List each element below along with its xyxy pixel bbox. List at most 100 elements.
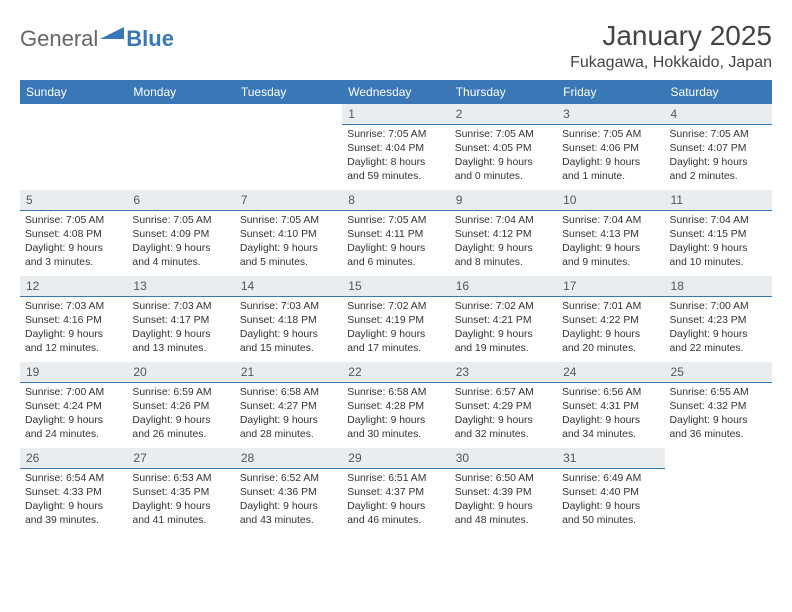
day-details: Sunrise: 7:05 AMSunset: 4:10 PMDaylight:… [235, 211, 342, 274]
calendar-day-cell: 6Sunrise: 7:05 AMSunset: 4:09 PMDaylight… [127, 190, 234, 276]
day-number: 12 [20, 276, 127, 297]
sunrise-line: Sunrise: 7:05 AM [455, 128, 552, 142]
sunset-line: Sunset: 4:37 PM [347, 486, 444, 500]
daylight-line: Daylight: 9 hours and 30 minutes. [347, 414, 444, 442]
calendar-day-cell: 2Sunrise: 7:05 AMSunset: 4:05 PMDaylight… [450, 104, 557, 190]
sunset-line: Sunset: 4:24 PM [25, 400, 122, 414]
day-number: 6 [127, 190, 234, 211]
sunset-line: Sunset: 4:31 PM [562, 400, 659, 414]
day-details: Sunrise: 6:49 AMSunset: 4:40 PMDaylight:… [557, 469, 664, 532]
day-details: Sunrise: 6:53 AMSunset: 4:35 PMDaylight:… [127, 469, 234, 532]
sunset-line: Sunset: 4:35 PM [132, 486, 229, 500]
day-details: Sunrise: 7:05 AMSunset: 4:11 PMDaylight:… [342, 211, 449, 274]
calendar-day-cell: 9Sunrise: 7:04 AMSunset: 4:12 PMDaylight… [450, 190, 557, 276]
sunrise-line: Sunrise: 7:00 AM [670, 300, 767, 314]
calendar-day-cell: 20Sunrise: 6:59 AMSunset: 4:26 PMDayligh… [127, 362, 234, 448]
weekday-header: Sunday [20, 80, 127, 104]
brand-logo: General Blue [20, 26, 174, 52]
sunrise-line: Sunrise: 6:56 AM [562, 386, 659, 400]
day-details: Sunrise: 7:05 AMSunset: 4:05 PMDaylight:… [450, 125, 557, 188]
day-wrapper: 29Sunrise: 6:51 AMSunset: 4:37 PMDayligh… [342, 448, 449, 534]
calendar-day-cell: 1Sunrise: 7:05 AMSunset: 4:04 PMDaylight… [342, 104, 449, 190]
calendar-day-cell: 15Sunrise: 7:02 AMSunset: 4:19 PMDayligh… [342, 276, 449, 362]
page-title: January 2025 [570, 20, 772, 52]
sunrise-line: Sunrise: 7:04 AM [562, 214, 659, 228]
calendar-day-cell: 24Sunrise: 6:56 AMSunset: 4:31 PMDayligh… [557, 362, 664, 448]
weekday-header: Tuesday [235, 80, 342, 104]
day-wrapper: 19Sunrise: 7:00 AMSunset: 4:24 PMDayligh… [20, 362, 127, 448]
sunrise-line: Sunrise: 6:53 AM [132, 472, 229, 486]
day-wrapper: 25Sunrise: 6:55 AMSunset: 4:32 PMDayligh… [665, 362, 772, 448]
sunset-line: Sunset: 4:17 PM [132, 314, 229, 328]
day-number: 18 [665, 276, 772, 297]
daylight-line: Daylight: 9 hours and 22 minutes. [670, 328, 767, 356]
day-number: 8 [342, 190, 449, 211]
daylight-line: Daylight: 9 hours and 36 minutes. [670, 414, 767, 442]
sunrise-line: Sunrise: 7:03 AM [132, 300, 229, 314]
day-wrapper: 12Sunrise: 7:03 AMSunset: 4:16 PMDayligh… [20, 276, 127, 362]
daylight-line: Daylight: 9 hours and 9 minutes. [562, 242, 659, 270]
day-wrapper: 14Sunrise: 7:03 AMSunset: 4:18 PMDayligh… [235, 276, 342, 362]
sunset-line: Sunset: 4:19 PM [347, 314, 444, 328]
page-subtitle: Fukagawa, Hokkaido, Japan [570, 54, 772, 72]
daylight-line: Daylight: 9 hours and 32 minutes. [455, 414, 552, 442]
brand-part2: Blue [126, 26, 174, 52]
sunrise-line: Sunrise: 7:03 AM [25, 300, 122, 314]
sunset-line: Sunset: 4:32 PM [670, 400, 767, 414]
sunset-line: Sunset: 4:28 PM [347, 400, 444, 414]
day-wrapper: 27Sunrise: 6:53 AMSunset: 4:35 PMDayligh… [127, 448, 234, 534]
weekday-header: Monday [127, 80, 234, 104]
calendar-day-cell: 26Sunrise: 6:54 AMSunset: 4:33 PMDayligh… [20, 448, 127, 534]
day-number: 13 [127, 276, 234, 297]
daylight-line: Daylight: 9 hours and 41 minutes. [132, 500, 229, 528]
day-number: 31 [557, 448, 664, 469]
day-number: 9 [450, 190, 557, 211]
day-details: Sunrise: 7:00 AMSunset: 4:23 PMDaylight:… [665, 297, 772, 360]
calendar-day-cell: 27Sunrise: 6:53 AMSunset: 4:35 PMDayligh… [127, 448, 234, 534]
calendar-week-row: 5Sunrise: 7:05 AMSunset: 4:08 PMDaylight… [20, 190, 772, 276]
logo-triangle-icon [100, 23, 124, 39]
day-wrapper: 8Sunrise: 7:05 AMSunset: 4:11 PMDaylight… [342, 190, 449, 276]
sunset-line: Sunset: 4:13 PM [562, 228, 659, 242]
daylight-line: Daylight: 9 hours and 20 minutes. [562, 328, 659, 356]
day-details: Sunrise: 7:05 AMSunset: 4:08 PMDaylight:… [20, 211, 127, 274]
daylight-line: Daylight: 9 hours and 50 minutes. [562, 500, 659, 528]
day-details: Sunrise: 6:52 AMSunset: 4:36 PMDaylight:… [235, 469, 342, 532]
daylight-line: Daylight: 9 hours and 1 minute. [562, 156, 659, 184]
day-details: Sunrise: 7:01 AMSunset: 4:22 PMDaylight:… [557, 297, 664, 360]
sunset-line: Sunset: 4:09 PM [132, 228, 229, 242]
sunrise-line: Sunrise: 6:57 AM [455, 386, 552, 400]
sunrise-line: Sunrise: 6:58 AM [347, 386, 444, 400]
calendar-day-cell: 19Sunrise: 7:00 AMSunset: 4:24 PMDayligh… [20, 362, 127, 448]
sunrise-line: Sunrise: 7:05 AM [132, 214, 229, 228]
sunrise-line: Sunrise: 6:50 AM [455, 472, 552, 486]
calendar-day-cell: 23Sunrise: 6:57 AMSunset: 4:29 PMDayligh… [450, 362, 557, 448]
day-number: 21 [235, 362, 342, 383]
day-details: Sunrise: 7:04 AMSunset: 4:12 PMDaylight:… [450, 211, 557, 274]
daylight-line: Daylight: 9 hours and 28 minutes. [240, 414, 337, 442]
day-wrapper: 15Sunrise: 7:02 AMSunset: 4:19 PMDayligh… [342, 276, 449, 362]
sunset-line: Sunset: 4:07 PM [670, 142, 767, 156]
day-wrapper: 13Sunrise: 7:03 AMSunset: 4:17 PMDayligh… [127, 276, 234, 362]
day-wrapper: 10Sunrise: 7:04 AMSunset: 4:13 PMDayligh… [557, 190, 664, 276]
day-number: 25 [665, 362, 772, 383]
sunrise-line: Sunrise: 7:03 AM [240, 300, 337, 314]
calendar-day-cell [665, 448, 772, 534]
daylight-line: Daylight: 9 hours and 48 minutes. [455, 500, 552, 528]
sunset-line: Sunset: 4:16 PM [25, 314, 122, 328]
sunrise-line: Sunrise: 6:58 AM [240, 386, 337, 400]
sunrise-line: Sunrise: 7:04 AM [455, 214, 552, 228]
calendar-day-cell [20, 104, 127, 190]
sunset-line: Sunset: 4:33 PM [25, 486, 122, 500]
day-wrapper: 7Sunrise: 7:05 AMSunset: 4:10 PMDaylight… [235, 190, 342, 276]
day-number: 1 [342, 104, 449, 125]
sunrise-line: Sunrise: 6:59 AM [132, 386, 229, 400]
day-number: 7 [235, 190, 342, 211]
sunrise-line: Sunrise: 6:51 AM [347, 472, 444, 486]
daylight-line: Daylight: 9 hours and 6 minutes. [347, 242, 444, 270]
day-details: Sunrise: 7:02 AMSunset: 4:21 PMDaylight:… [450, 297, 557, 360]
daylight-line: Daylight: 9 hours and 10 minutes. [670, 242, 767, 270]
sunset-line: Sunset: 4:39 PM [455, 486, 552, 500]
day-number: 29 [342, 448, 449, 469]
day-details: Sunrise: 7:00 AMSunset: 4:24 PMDaylight:… [20, 383, 127, 446]
